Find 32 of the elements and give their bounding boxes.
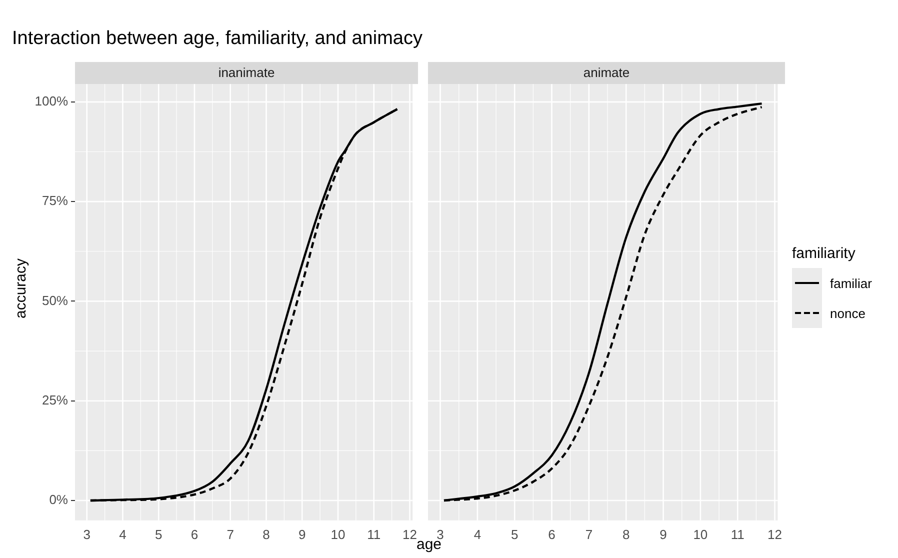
- y-tick-label: 0%: [49, 492, 68, 508]
- legend-label: nonce: [830, 306, 866, 320]
- x-tick-label: 3: [436, 526, 444, 542]
- y-tick-label: 50%: [42, 292, 68, 308]
- chart-subtitle: animate: [428, 62, 785, 84]
- x-tick-label: 8: [622, 526, 630, 542]
- x-tick-label: 6: [190, 526, 198, 542]
- x-tick-label: 12: [402, 526, 417, 542]
- legend-label: familiar: [830, 276, 872, 290]
- x-tick-label: 10: [330, 526, 346, 542]
- x-tick-label: 3: [83, 526, 90, 542]
- x-tick-label: 4: [119, 526, 126, 542]
- x-tick-label: 11: [730, 526, 744, 542]
- x-tick-label: 12: [768, 526, 782, 542]
- x-tick-label: 7: [585, 526, 593, 542]
- chart-subtitle: inanimate: [75, 62, 418, 84]
- x-tick-label: 5: [154, 526, 162, 542]
- x-tick-label: 8: [262, 526, 270, 542]
- chart-title: Interaction between age, familiarity, and animacy: [12, 28, 422, 50]
- y-tick-label: 25%: [42, 392, 68, 408]
- x-tick-label: 7: [226, 526, 234, 542]
- x-tick-label: 11: [367, 526, 381, 542]
- x-tick-label: 6: [548, 526, 556, 542]
- legend-title: familiarity: [792, 245, 856, 262]
- x-tick-label: 9: [660, 526, 667, 542]
- x-tick-label: 5: [510, 526, 518, 542]
- y-tick-label: 100%: [34, 94, 68, 109]
- x-tick-label: 10: [693, 526, 708, 542]
- y-tick-label: 75%: [42, 193, 68, 208]
- y-axis-title: accuracy: [12, 257, 30, 321]
- x-tick-label: 9: [298, 526, 306, 542]
- x-tick-label: 4: [474, 526, 482, 542]
